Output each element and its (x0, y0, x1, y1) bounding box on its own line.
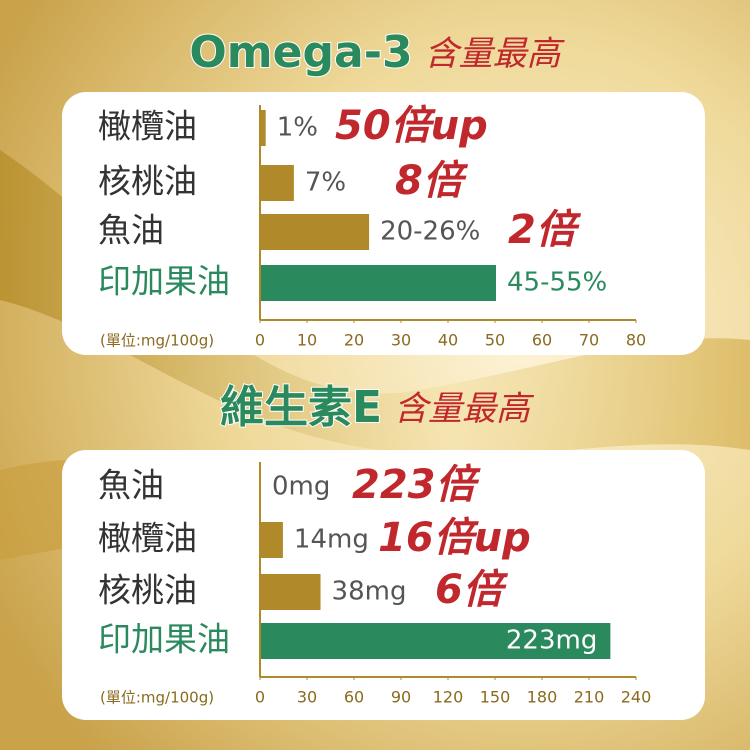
x-tick-label: 50 (485, 331, 505, 350)
bar (261, 165, 294, 201)
category-label: 魚油 (98, 466, 164, 505)
x-tick-label: 10 (297, 331, 317, 350)
bar (261, 110, 266, 146)
annotation: 50倍up (335, 103, 488, 149)
category-label: 印加果油 (98, 620, 230, 659)
annotation: 6倍 (435, 567, 509, 613)
category-label: 核桃油 (98, 571, 197, 610)
x-tick-label: 60 (532, 331, 552, 350)
category-label: 魚油 (98, 211, 164, 250)
x-tick-label: 240 (621, 688, 652, 707)
x-tick-label: 60 (344, 688, 364, 707)
x-tick-label: 120 (433, 688, 464, 707)
category-label: 印加果油 (98, 262, 230, 301)
annotation: 223倍 (352, 462, 481, 508)
x-tick-label: 30 (391, 331, 411, 350)
category-label: 橄欖油 (98, 107, 197, 146)
value-label: 7% (305, 168, 346, 198)
annotation: 8倍 (395, 158, 469, 204)
annotation: 2倍 (508, 207, 582, 253)
x-tick-label: 30 (297, 688, 317, 707)
oil-wave (0, 150, 750, 456)
chart-title: Omega-3 含量最高 (189, 27, 565, 78)
x-tick-label: 0 (255, 331, 265, 350)
bar (261, 214, 370, 250)
value-label: 14mg (294, 525, 369, 555)
x-tick-label: 210 (574, 688, 605, 707)
x-tick-label: 20 (344, 331, 364, 350)
value-label: 0mg (272, 472, 330, 502)
x-tick-label: 70 (579, 331, 599, 350)
category-label: 橄欖油 (98, 519, 197, 558)
title-suffix: 含量最高 (394, 389, 535, 429)
x-tick-label: 80 (626, 331, 646, 350)
panel (62, 92, 705, 355)
category-label: 核桃油 (98, 162, 197, 201)
bar (261, 522, 283, 558)
title-main: Omega-3 (189, 27, 412, 78)
title-suffix: 含量最高 (425, 34, 566, 74)
bar (261, 574, 321, 610)
x-tick-label: 0 (255, 688, 265, 707)
value-label: 38mg (332, 577, 407, 607)
bar (261, 265, 496, 301)
chart-title: 維生素E 含量最高 (220, 382, 535, 433)
x-tick-label: 150 (480, 688, 511, 707)
x-axis-label: (單位:mg/100g) (100, 332, 214, 350)
value-label: 45-55% (507, 268, 607, 298)
value-label: 223mg (506, 626, 597, 656)
title-main: 維生素E (220, 382, 382, 433)
value-label: 1% (277, 113, 318, 143)
annotation: 16倍up (378, 515, 531, 561)
x-tick-label: 90 (391, 688, 411, 707)
x-tick-label: 40 (438, 331, 458, 350)
x-axis-label: (單位:mg/100g) (100, 689, 214, 707)
x-tick-label: 180 (527, 688, 558, 707)
bar (261, 623, 611, 659)
value-label: 20-26% (380, 217, 480, 247)
